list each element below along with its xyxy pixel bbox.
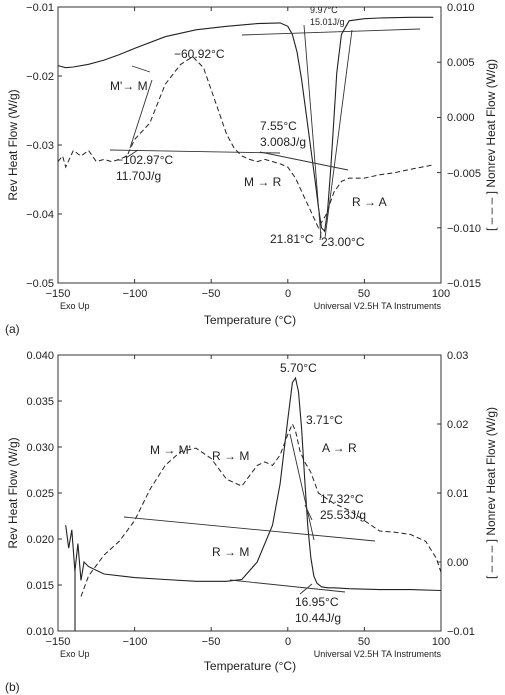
ann-b-1732: 17.32°C [320, 492, 364, 506]
ticks-a [57, 6, 442, 284]
leader-a-10297 [125, 149, 139, 159]
x-tick-a-2: −50 [202, 288, 221, 300]
panel-a: −0.01 −0.02 −0.03 −0.04 −0.05 0.010 0.00… [5, 2, 498, 336]
ann-b-2553: 25.53J/g [320, 508, 366, 522]
yl-tick-a-3: −0.04 [26, 209, 54, 221]
tangent-b [289, 433, 315, 541]
x-tick-a-4: 50 [358, 288, 370, 300]
x-tick-a-0: −150 [46, 288, 71, 300]
ann-b-1044: 10.44J/g [295, 611, 341, 625]
yr-tick-a-1: 0.005 [447, 57, 475, 69]
ann-a-2181: 21.81°C [270, 232, 314, 246]
plot-frame-a [57, 6, 442, 284]
nonrev-heat-flow-curve-b [80, 422, 442, 597]
baseline-a-mr [259, 151, 349, 171]
yl-tick-b-6: 0.010 [26, 626, 54, 638]
panel-b: 0.040 0.035 0.030 0.025 0.020 0.015 0.01… [5, 350, 498, 694]
yl-tick-b-0: 0.040 [26, 350, 54, 362]
yl-tick-b-1: 0.035 [26, 396, 54, 408]
x-tick-b-0: −150 [46, 636, 71, 648]
baseline-b-lower [229, 579, 346, 593]
y-left-label-b: Rev Heat Flow (W/g) [6, 437, 20, 548]
exo-up-b: Exo Up [60, 649, 90, 659]
x-tick-b-1: −100 [123, 636, 148, 648]
ann-a-mm: M'→ M [110, 79, 148, 93]
y-right-label-b: [ – – – ] Nonrev Heat Flow (W/g) [484, 407, 498, 579]
rev-heat-flow-curve-b [65, 376, 442, 592]
yl-tick-b-2: 0.030 [26, 442, 54, 454]
x-tick-b-5: 100 [432, 636, 450, 648]
x-tick-b-4: 50 [358, 636, 370, 648]
ann-a-6092: −60.92°C [174, 47, 225, 61]
yr-tick-b-1: 0.02 [447, 419, 468, 431]
x-tick-a-1: −100 [123, 288, 148, 300]
x-tick-a-5: 100 [432, 288, 450, 300]
instrument-b: Universal V2.5H TA Instruments [314, 649, 442, 659]
ann-a-10297: −102.97°C [116, 153, 174, 167]
ann-b-570: 5.70°C [280, 361, 317, 375]
leader-b-1695 [299, 583, 313, 595]
x-tick-b-3: 0 [285, 636, 291, 648]
yl-tick-a-4: −0.05 [26, 278, 54, 290]
ticks-b [57, 354, 442, 632]
ann-a-997: 9.97°C [310, 5, 338, 15]
yr-tick-b-4: −0.01 [447, 626, 475, 638]
ann-a-3008: 3.008J/g [260, 135, 306, 149]
yr-tick-a-0: 0.010 [447, 2, 475, 14]
ann-b-371: 3.71°C [306, 413, 343, 427]
yr-tick-b-0: 0.03 [447, 350, 468, 362]
panel-tag-a: (a) [5, 322, 20, 336]
yl-tick-b-5: 0.015 [26, 580, 54, 592]
leader-b-1732 [304, 504, 313, 521]
ann-b-rm: R → M [212, 449, 249, 463]
x-tick-b-2: −50 [202, 636, 221, 648]
ann-b-1695: 16.95°C [295, 595, 339, 609]
yl-tick-b-3: 0.025 [26, 488, 54, 500]
yl-tick-b-4: 0.020 [26, 534, 54, 546]
yr-tick-b-3: 0.00 [447, 557, 468, 569]
tangent-a-left [303, 24, 322, 239]
yl-tick-a-1: −0.02 [26, 71, 54, 83]
ann-a-2300: 23.00°C [321, 235, 365, 249]
tangent-a-right [324, 29, 353, 239]
yr-tick-a-4: −0.010 [447, 223, 481, 235]
x-axis-label-a: Temperature (°C) [204, 313, 296, 327]
ann-a-1170: 11.70J/g [116, 169, 161, 183]
x-axis-label-b: Temperature (°C) [204, 659, 296, 673]
nonrev-heat-flow-curve-a [57, 56, 434, 229]
baseline-a-low [109, 149, 281, 154]
ann-b-ar: A → R [322, 441, 357, 455]
panel-tag-b: (b) [5, 680, 20, 694]
ann-b-rm2: R → M [212, 545, 249, 559]
ann-a-ra: R → A [352, 195, 387, 209]
x-tick-a-3: 0 [285, 288, 291, 300]
exo-up-a: Exo Up [60, 301, 90, 311]
ann-b-mm: M → M' [150, 443, 191, 457]
baseline-a-top [241, 28, 421, 36]
rev-heat-flow-curve-a [57, 16, 434, 233]
tangent-a-mm [129, 79, 153, 149]
yr-tick-b-2: 0.01 [447, 488, 468, 500]
ann-a-mr: M → R [244, 175, 282, 189]
leader-a-6092 [131, 65, 151, 73]
ann-a-755: 7.55°C [260, 119, 297, 133]
ann-a-1501: 15.01J/g [310, 17, 345, 27]
yr-tick-a-3: −0.005 [447, 168, 481, 180]
leader-a-2181 [319, 231, 322, 241]
y-left-label-a: Rev Heat Flow (W/g) [6, 89, 20, 200]
yr-tick-a-2: 0.000 [447, 112, 475, 124]
yl-tick-a-0: −0.01 [26, 2, 54, 14]
y-right-label-a: [ – – – ] Nonrev Heat Flow (W/g) [484, 59, 498, 231]
yr-tick-a-5: −0.015 [447, 278, 481, 290]
yl-tick-a-2: −0.03 [26, 140, 54, 152]
baseline-b-upper [123, 516, 376, 542]
instrument-a: Universal V2.5H TA Instruments [314, 301, 442, 311]
